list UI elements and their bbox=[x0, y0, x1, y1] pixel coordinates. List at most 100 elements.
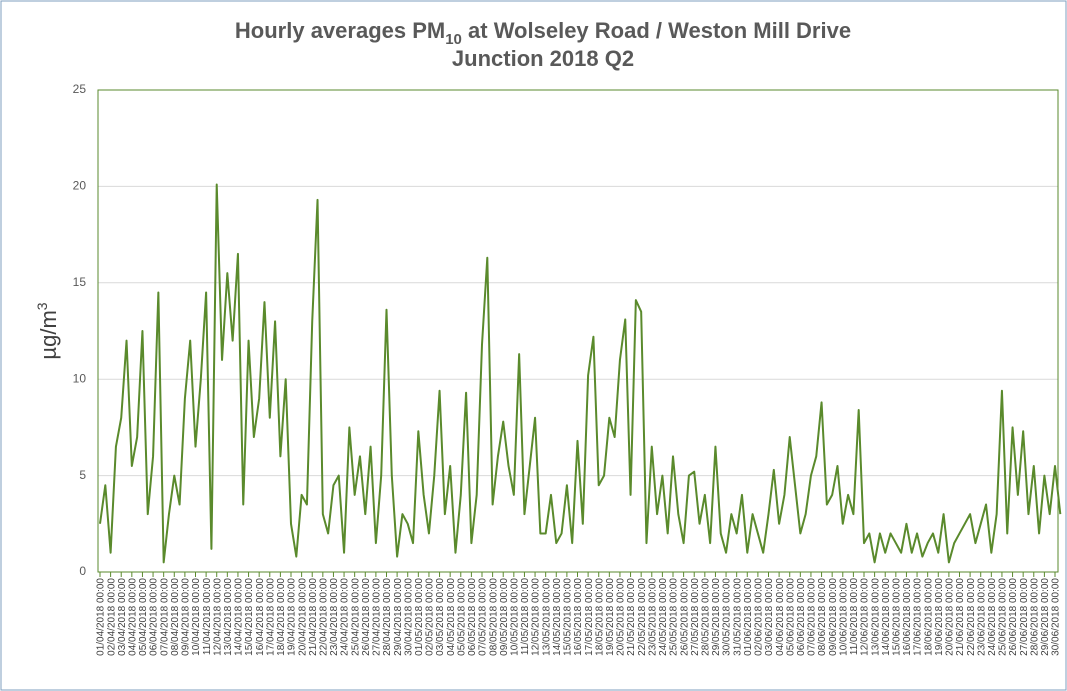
x-tick-label: 25/06/2018 00:00 bbox=[998, 578, 1009, 656]
x-tick-label: 15/06/2018 00:00 bbox=[891, 578, 902, 656]
x-tick-label: 01/06/2018 00:00 bbox=[743, 578, 754, 656]
x-tick-label: 28/06/2018 00:00 bbox=[1029, 578, 1040, 656]
x-tick-label: 04/06/2018 00:00 bbox=[775, 578, 786, 656]
x-tick-label: 29/06/2018 00:00 bbox=[1040, 578, 1051, 656]
x-tick-label: 03/04/2018 00:00 bbox=[117, 578, 128, 656]
y-tick-label: 5 bbox=[79, 468, 86, 482]
x-tick-label: 06/06/2018 00:00 bbox=[796, 578, 807, 656]
x-tick-label: 21/06/2018 00:00 bbox=[955, 578, 966, 656]
y-title-superscript: 3 bbox=[34, 302, 50, 310]
y-axis-title: µg/m3 bbox=[34, 302, 61, 359]
x-tick-label: 19/05/2018 00:00 bbox=[605, 578, 616, 656]
x-tick-label: 16/06/2018 00:00 bbox=[902, 578, 913, 656]
x-tick-label: 11/04/2018 00:00 bbox=[202, 578, 213, 656]
x-tick-label: 27/05/2018 00:00 bbox=[690, 578, 701, 656]
x-tick-label: 12/05/2018 00:00 bbox=[531, 578, 542, 656]
x-tick-label: 23/04/2018 00:00 bbox=[329, 578, 340, 656]
x-tick-label: 12/06/2018 00:00 bbox=[860, 578, 871, 656]
x-tick-label: 07/04/2018 00:00 bbox=[159, 578, 170, 656]
x-tick-label: 24/06/2018 00:00 bbox=[987, 578, 998, 656]
x-tick-label: 25/04/2018 00:00 bbox=[350, 578, 361, 656]
x-tick-label: 13/06/2018 00:00 bbox=[870, 578, 881, 656]
x-tick-label: 18/05/2018 00:00 bbox=[594, 578, 605, 656]
x-tick-label: 28/04/2018 00:00 bbox=[382, 578, 393, 656]
x-tick-label: 19/06/2018 00:00 bbox=[934, 578, 945, 656]
x-tick-label: 21/04/2018 00:00 bbox=[308, 578, 319, 656]
x-tick-label: 29/05/2018 00:00 bbox=[711, 578, 722, 656]
x-tick-label: 17/06/2018 00:00 bbox=[913, 578, 924, 656]
y-tick-label: 20 bbox=[73, 179, 87, 193]
y-tick-label: 0 bbox=[79, 564, 86, 578]
x-tick-label: 08/04/2018 00:00 bbox=[170, 578, 181, 656]
axes: 0 5 10 15 20 25 01/04/2018 00:00 02/04/2018 00:… bbox=[73, 82, 1062, 656]
x-tick-label: 31/05/2018 00:00 bbox=[732, 578, 743, 656]
title-part: Hourly averages PM bbox=[235, 18, 445, 43]
x-tick-label: 19/04/2018 00:00 bbox=[287, 578, 298, 656]
x-tick-label: 01/04/2018 00:00 bbox=[96, 578, 107, 656]
x-tick-label: 04/05/2018 00:00 bbox=[446, 578, 457, 656]
x-tick-label: 14/05/2018 00:00 bbox=[552, 578, 563, 656]
x-tick-label: 28/05/2018 00:00 bbox=[700, 578, 711, 656]
title-part: at Wolseley Road / Weston Mill Drive bbox=[462, 18, 851, 43]
x-tick-label: 22/05/2018 00:00 bbox=[637, 578, 648, 656]
x-tick-label: 03/06/2018 00:00 bbox=[764, 578, 775, 656]
x-tick-label: 16/05/2018 00:00 bbox=[573, 578, 584, 656]
x-tick-label: 07/06/2018 00:00 bbox=[807, 578, 818, 656]
x-tick-label: 02/04/2018 00:00 bbox=[106, 578, 117, 656]
x-tick-label: 29/04/2018 00:00 bbox=[393, 578, 404, 656]
x-tick-label: 13/04/2018 00:00 bbox=[223, 578, 234, 656]
y-tick-label: 10 bbox=[73, 371, 87, 385]
plot bbox=[99, 183, 1062, 564]
data-line bbox=[99, 183, 1062, 564]
x-tick-label: 10/06/2018 00:00 bbox=[838, 578, 849, 656]
x-tick-label: 06/05/2018 00:00 bbox=[467, 578, 478, 656]
x-tick-label: 21/05/2018 00:00 bbox=[626, 578, 637, 656]
x-tick-label: 14/06/2018 00:00 bbox=[881, 578, 892, 656]
x-tick-label: 08/05/2018 00:00 bbox=[488, 578, 499, 656]
x-tick-label: 20/04/2018 00:00 bbox=[297, 578, 308, 656]
y-tick-label: 15 bbox=[73, 275, 87, 289]
x-tick-label: 04/04/2018 00:00 bbox=[127, 578, 138, 656]
title-subscript: 10 bbox=[445, 31, 462, 48]
x-tick-label: 20/06/2018 00:00 bbox=[945, 578, 956, 656]
x-tick-label: 09/06/2018 00:00 bbox=[828, 578, 839, 656]
chart-title: Hourly averages PM10 at Wolseley Road / … bbox=[235, 18, 851, 48]
x-tick-label: 24/04/2018 00:00 bbox=[340, 578, 351, 656]
x-tick-label: 08/06/2018 00:00 bbox=[817, 578, 828, 656]
x-tick-label: 05/04/2018 00:00 bbox=[138, 578, 149, 656]
x-tick-label: 30/04/2018 00:00 bbox=[403, 578, 414, 656]
x-tick-label: 30/06/2018 00:00 bbox=[1051, 578, 1062, 656]
x-tick-label: 05/05/2018 00:00 bbox=[456, 578, 467, 656]
x-tick-label: 22/06/2018 00:00 bbox=[966, 578, 977, 656]
x-tick-label: 18/06/2018 00:00 bbox=[923, 578, 934, 656]
x-tick-label: 16/04/2018 00:00 bbox=[255, 578, 266, 656]
x-tick-label: 09/05/2018 00:00 bbox=[499, 578, 510, 656]
chart-title-line2: Junction 2018 Q2 bbox=[452, 46, 634, 71]
x-tick-label: 26/04/2018 00:00 bbox=[361, 578, 372, 656]
x-tick-label: 11/06/2018 00:00 bbox=[849, 578, 860, 656]
x-tick-label: 23/05/2018 00:00 bbox=[647, 578, 658, 656]
x-tick-label: 05/06/2018 00:00 bbox=[785, 578, 796, 656]
x-tick-label: 11/05/2018 00:00 bbox=[520, 578, 531, 656]
x-tick-label: 07/05/2018 00:00 bbox=[478, 578, 489, 656]
x-tick-label: 18/04/2018 00:00 bbox=[276, 578, 287, 656]
x-tick-label: 20/05/2018 00:00 bbox=[616, 578, 627, 656]
x-tick-label: 03/05/2018 00:00 bbox=[435, 578, 446, 656]
x-tick-label: 27/06/2018 00:00 bbox=[1019, 578, 1030, 656]
x-tick-label: 13/05/2018 00:00 bbox=[541, 578, 552, 656]
y-title-part: µg/m bbox=[36, 310, 61, 359]
x-tick-label: 26/06/2018 00:00 bbox=[1008, 578, 1019, 656]
x-tick-label: 12/04/2018 00:00 bbox=[212, 578, 223, 656]
x-tick-label: 01/05/2018 00:00 bbox=[414, 578, 425, 656]
x-tick-label: 23/06/2018 00:00 bbox=[976, 578, 987, 656]
x-tick-label: 22/04/2018 00:00 bbox=[318, 578, 329, 656]
x-tick-label: 25/05/2018 00:00 bbox=[669, 578, 680, 656]
x-tick-label: 30/05/2018 00:00 bbox=[722, 578, 733, 656]
x-tick-label: 06/04/2018 00:00 bbox=[149, 578, 160, 656]
x-tick-label: 15/04/2018 00:00 bbox=[244, 578, 255, 656]
x-tick-label: 02/05/2018 00:00 bbox=[425, 578, 436, 656]
x-tick-label: 24/05/2018 00:00 bbox=[658, 578, 669, 656]
